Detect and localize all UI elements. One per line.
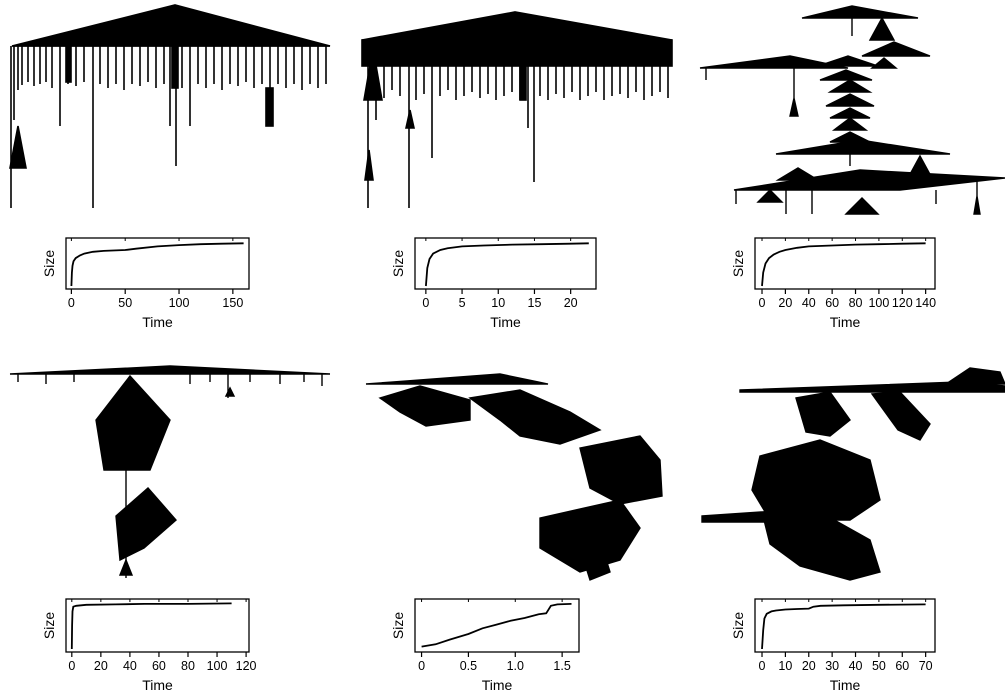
x-tick-label: 15	[528, 296, 542, 310]
x-tick-label: 80	[849, 296, 863, 310]
series-line	[761, 242, 926, 287]
series-line	[761, 603, 926, 650]
plot-frame	[754, 237, 936, 290]
x-axis-label: Time	[830, 677, 861, 693]
chart-panel-top-right: 0 20 40 60 80 100 120 140 Time Size	[730, 237, 936, 330]
x-axis-label: Time	[142, 314, 173, 330]
x-axis-label: Time	[490, 314, 521, 330]
x-tick-label: 120	[236, 659, 257, 673]
x-tick-label: 80	[181, 659, 195, 673]
y-axis-label: Size	[41, 612, 57, 639]
x-axis-label: Time	[142, 677, 173, 693]
x-tick-label: 60	[895, 659, 909, 673]
x-tick-label: 120	[892, 296, 913, 310]
x-axis-label: Time	[482, 677, 513, 693]
series-line	[70, 242, 244, 287]
x-tick-label: 10	[491, 296, 505, 310]
x-tick-label: 0	[759, 296, 766, 310]
x-tick-label: 50	[118, 296, 132, 310]
chart-panel-bottom-left: 0 20 40 60 80 100 120 Time Size	[41, 598, 257, 693]
tree-diagram-bottom-right	[701, 367, 1005, 581]
tree-diagram-top-left	[9, 4, 331, 208]
tree-diagram-bottom-middle	[365, 373, 663, 581]
x-tick-label: 1.0	[507, 659, 524, 673]
y-axis-label: Size	[390, 250, 406, 277]
y-axis-label: Size	[41, 250, 57, 277]
plot-frame	[65, 598, 250, 653]
x-tick-label: 20	[94, 659, 108, 673]
x-tick-label: 20	[778, 296, 792, 310]
x-axis-label: Time	[830, 314, 861, 330]
plot-frame	[65, 237, 250, 290]
x-tick-label: 0	[68, 659, 75, 673]
tree-diagram-top-right	[699, 5, 1005, 215]
x-tick-label: 0	[68, 296, 75, 310]
x-tick-label: 40	[849, 659, 863, 673]
x-tick-label: 0.5	[460, 659, 477, 673]
y-axis-label: Size	[730, 612, 746, 639]
x-tick-label: 150	[222, 296, 243, 310]
y-axis-label: Size	[730, 250, 746, 277]
y-axis-label: Size	[390, 612, 406, 639]
chart-panel-bottom-right: 0 10 20 30 40 50 60 70 Time Size	[730, 598, 936, 693]
x-tick-label: 70	[919, 659, 933, 673]
x-tick-label: 100	[169, 296, 190, 310]
plot-frame	[414, 598, 580, 653]
x-tick-label: 0	[422, 296, 429, 310]
chart-panel-top-middle: 0 5 10 15 20 Time Size	[390, 237, 597, 330]
x-tick-label: 60	[825, 296, 839, 310]
plot-frame	[414, 237, 597, 290]
x-tick-label: 140	[915, 296, 936, 310]
x-tick-label: 20	[564, 296, 578, 310]
x-tick-label: 1.5	[553, 659, 570, 673]
x-tick-label: 30	[825, 659, 839, 673]
x-tick-label: 60	[152, 659, 166, 673]
x-tick-label: 40	[802, 296, 816, 310]
x-tick-label: 100	[207, 659, 228, 673]
x-tick-label: 20	[802, 659, 816, 673]
series-line	[421, 603, 572, 648]
series-line	[70, 602, 232, 650]
tree-diagram-bottom-left	[9, 365, 331, 578]
x-tick-label: 10	[778, 659, 792, 673]
tree-diagram-top-middle	[361, 11, 673, 208]
x-tick-label: 0	[759, 659, 766, 673]
x-tick-label: 5	[459, 296, 466, 310]
plot-frame	[754, 598, 936, 653]
x-tick-label: 100	[868, 296, 889, 310]
series-line	[425, 242, 589, 287]
x-tick-label: 0	[418, 659, 425, 673]
x-tick-label: 40	[123, 659, 137, 673]
chart-panel-bottom-middle: 0 0.5 1.0 1.5 Time Size	[390, 598, 580, 693]
chart-panel-top-left: 0 50 100 150 Time Size	[41, 237, 250, 330]
x-tick-label: 50	[872, 659, 886, 673]
